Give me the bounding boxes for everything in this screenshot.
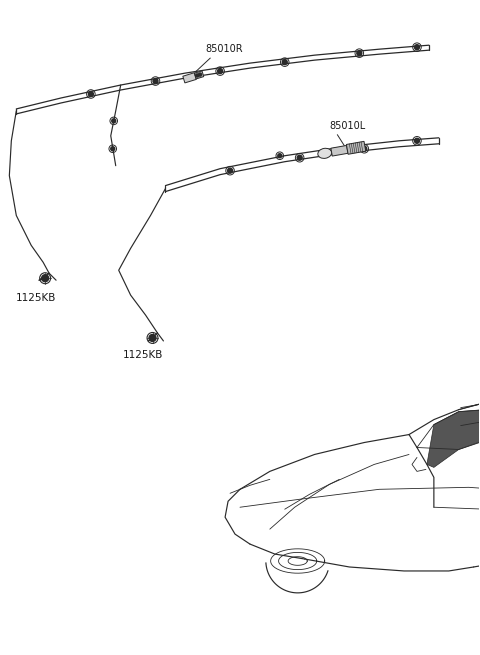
Bar	[183, 73, 196, 83]
Text: 1125KB: 1125KB	[16, 293, 57, 303]
Circle shape	[228, 168, 232, 173]
Polygon shape	[427, 409, 480, 468]
Circle shape	[282, 60, 287, 65]
Circle shape	[415, 138, 420, 143]
Circle shape	[42, 274, 48, 282]
Circle shape	[199, 73, 202, 76]
Circle shape	[111, 147, 115, 151]
Circle shape	[112, 119, 116, 123]
Text: 85010R: 85010R	[205, 44, 243, 54]
Circle shape	[196, 74, 199, 77]
Ellipse shape	[318, 148, 332, 159]
Circle shape	[153, 79, 158, 84]
Bar	[347, 141, 366, 155]
Circle shape	[297, 155, 302, 160]
Circle shape	[357, 50, 362, 56]
Circle shape	[88, 92, 93, 96]
Circle shape	[362, 146, 367, 151]
Text: 1125KB: 1125KB	[123, 350, 163, 360]
Text: 85010L: 85010L	[329, 121, 366, 131]
Bar	[194, 71, 204, 79]
Bar	[331, 145, 348, 156]
Circle shape	[217, 69, 223, 73]
Circle shape	[149, 335, 156, 341]
Circle shape	[278, 154, 282, 158]
Circle shape	[415, 45, 420, 50]
